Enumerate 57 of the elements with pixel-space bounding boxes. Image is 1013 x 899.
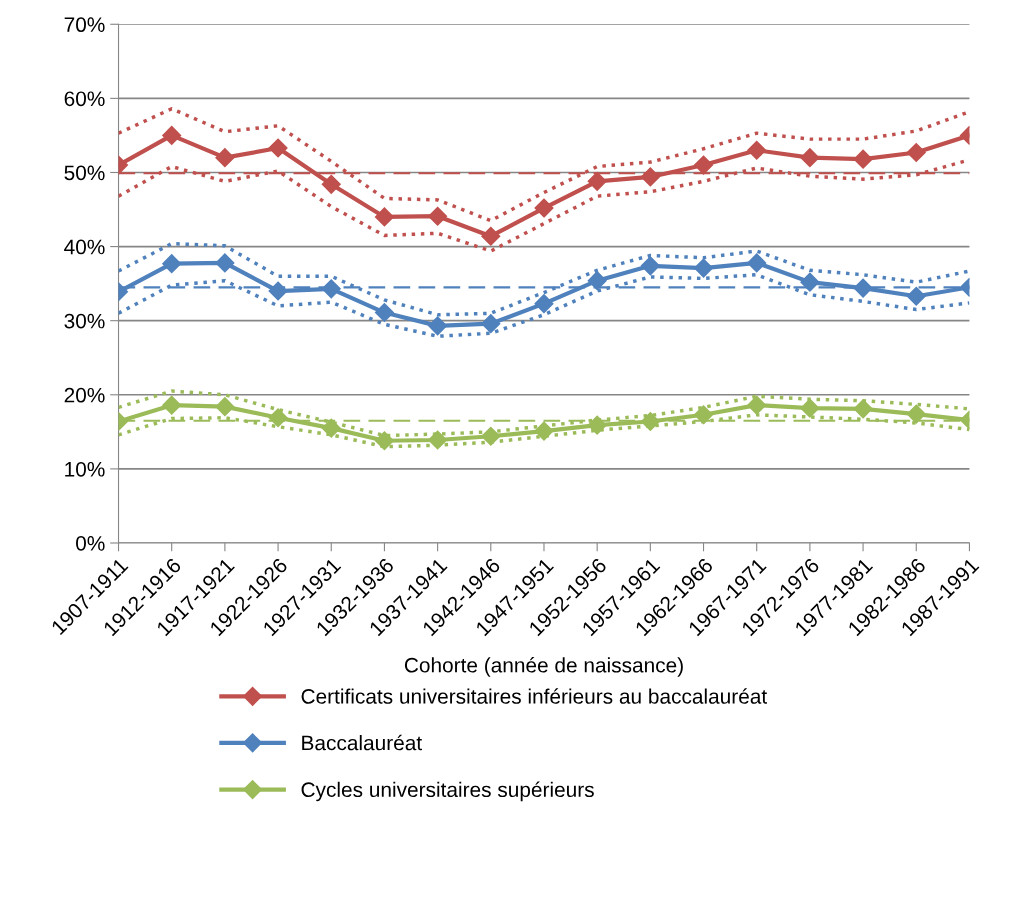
point: [321, 279, 341, 299]
point: [906, 286, 926, 306]
point: [374, 303, 394, 323]
y-tick-label: 50%: [64, 165, 105, 181]
point: [853, 278, 873, 298]
point: [800, 398, 820, 418]
y-tick-label: 30%: [64, 313, 105, 329]
point: [906, 404, 926, 424]
point: [693, 258, 714, 278]
point: [747, 140, 767, 160]
point: [800, 148, 820, 168]
point: [215, 148, 235, 168]
point: [534, 294, 554, 314]
y-tick-label: 20%: [64, 387, 105, 403]
point: [162, 395, 182, 415]
legend-label: Certificats universitaires inférieurs au baccalauréat: [301, 688, 768, 704]
point: [321, 174, 341, 194]
point: [534, 198, 554, 218]
point: [374, 431, 394, 451]
point: [481, 426, 501, 446]
point: [800, 272, 820, 292]
point: [906, 142, 926, 163]
point: [268, 138, 288, 158]
point: [428, 206, 448, 226]
y-tick-label: 70%: [64, 17, 105, 33]
y-tick-label: 10%: [65, 461, 105, 477]
point: [747, 253, 767, 273]
point: [534, 421, 554, 441]
point: [481, 314, 501, 334]
point: [587, 415, 607, 435]
y-tick-label: 60%: [64, 91, 105, 107]
point: [215, 253, 235, 273]
point: [587, 271, 607, 291]
point: [481, 226, 501, 246]
point: [268, 281, 288, 301]
point: [321, 418, 341, 438]
point: [747, 395, 767, 415]
point: [640, 411, 660, 432]
legend-label: Cycles universitaires supérieurs: [301, 781, 594, 802]
legend-label: Baccalauréat: [302, 734, 422, 751]
point: [162, 125, 182, 145]
point: [640, 256, 660, 276]
point: [162, 254, 182, 274]
point: [215, 397, 235, 417]
point: [587, 171, 607, 191]
point: [853, 149, 873, 169]
point: [693, 405, 714, 425]
x-axis-title: Cohorte (année de naissance): [404, 657, 683, 677]
point: [640, 167, 660, 187]
point: [268, 408, 288, 428]
point: [374, 207, 394, 227]
point: [428, 430, 448, 450]
y-tick-label: 40%: [64, 239, 105, 255]
y-tick-label: 0%: [76, 536, 105, 551]
point: [428, 316, 448, 336]
point: [853, 399, 873, 419]
point: [693, 155, 714, 175]
